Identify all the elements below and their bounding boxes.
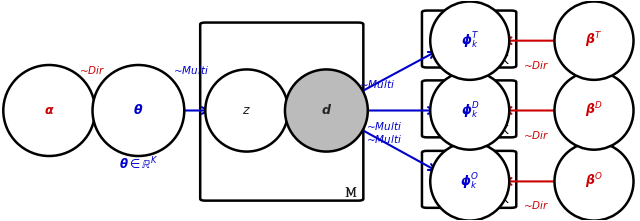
Text: $\boldsymbol{\beta}^O$: $\boldsymbol{\beta}^O$ — [585, 172, 603, 191]
Ellipse shape — [430, 2, 509, 80]
Ellipse shape — [554, 142, 634, 221]
Text: ~$Multi$: ~$Multi$ — [173, 64, 209, 76]
Text: ~$Multi$: ~$Multi$ — [359, 78, 396, 90]
Text: $z$: $z$ — [243, 104, 251, 117]
Text: K: K — [501, 193, 509, 206]
Ellipse shape — [554, 2, 634, 80]
Ellipse shape — [93, 65, 184, 156]
Text: $\boldsymbol{\phi}_k^O$: $\boldsymbol{\phi}_k^O$ — [460, 171, 479, 192]
Text: $\boldsymbol{\phi}_k^D$: $\boldsymbol{\phi}_k^D$ — [461, 100, 479, 121]
Text: $\boldsymbol{\beta}^T$: $\boldsymbol{\beta}^T$ — [586, 31, 603, 50]
Text: M: M — [346, 187, 356, 200]
Text: ~$Dir$: ~$Dir$ — [79, 64, 105, 76]
Text: $\boldsymbol{\theta} \in \mathbb{R}^K$: $\boldsymbol{\theta} \in \mathbb{R}^K$ — [118, 156, 158, 172]
FancyBboxPatch shape — [422, 80, 516, 137]
Text: ~$Dir$: ~$Dir$ — [524, 59, 550, 71]
Ellipse shape — [205, 69, 288, 152]
Text: ~$Dir$: ~$Dir$ — [524, 199, 550, 211]
Text: $\boldsymbol{\alpha}$: $\boldsymbol{\alpha}$ — [44, 104, 54, 117]
Text: $\boldsymbol{\beta}^D$: $\boldsymbol{\beta}^D$ — [585, 101, 603, 120]
Text: ~$Dir$: ~$Dir$ — [524, 128, 550, 141]
FancyBboxPatch shape — [422, 11, 516, 67]
Ellipse shape — [3, 65, 95, 156]
Ellipse shape — [430, 71, 509, 150]
Text: K: K — [501, 124, 509, 137]
Text: K: K — [501, 54, 509, 67]
FancyBboxPatch shape — [422, 151, 516, 208]
Ellipse shape — [554, 71, 634, 150]
Ellipse shape — [430, 142, 509, 221]
Text: ~$Multi$: ~$Multi$ — [365, 120, 402, 132]
Text: M: M — [344, 187, 356, 200]
Text: $\boldsymbol{\theta}$: $\boldsymbol{\theta}$ — [133, 103, 143, 118]
Text: ~$Multi$: ~$Multi$ — [365, 133, 402, 145]
Ellipse shape — [285, 69, 368, 152]
Text: $\boldsymbol{\phi}_k^T$: $\boldsymbol{\phi}_k^T$ — [461, 30, 479, 51]
Text: $\boldsymbol{d}$: $\boldsymbol{d}$ — [321, 103, 332, 118]
FancyBboxPatch shape — [200, 23, 364, 201]
